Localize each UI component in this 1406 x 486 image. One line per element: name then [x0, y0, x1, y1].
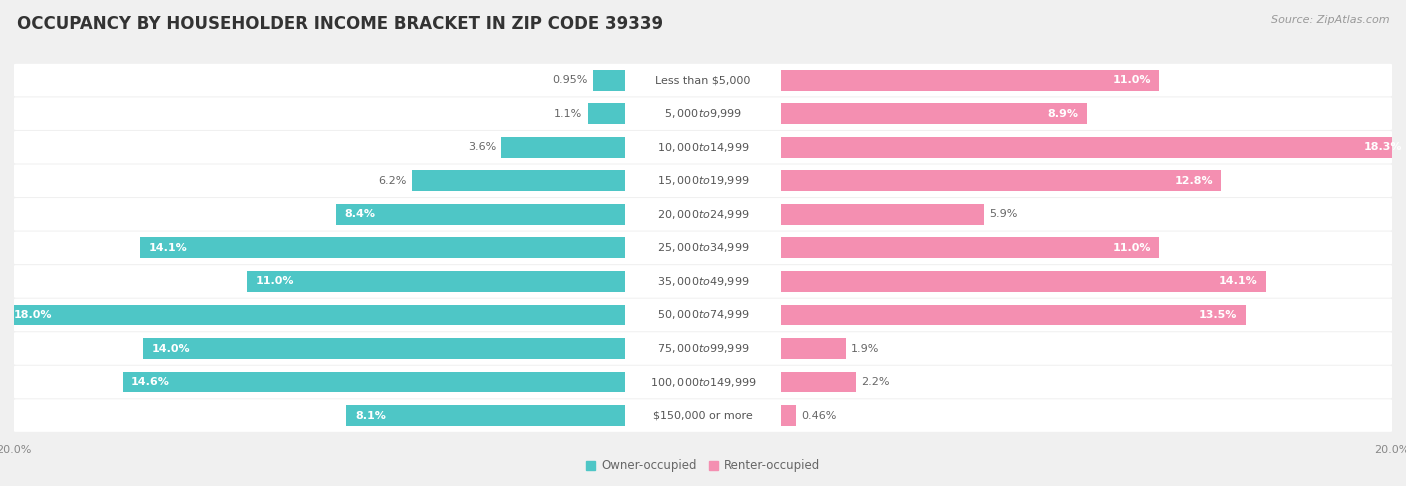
Bar — [780, 305, 1246, 325]
Text: $25,000 to $34,999: $25,000 to $34,999 — [657, 242, 749, 254]
Bar — [6, 305, 626, 325]
Text: 2.2%: 2.2% — [862, 377, 890, 387]
Text: 11.0%: 11.0% — [256, 277, 294, 286]
Text: 3.6%: 3.6% — [468, 142, 496, 152]
FancyBboxPatch shape — [13, 164, 1393, 197]
Bar — [346, 405, 626, 426]
Bar — [588, 103, 626, 124]
Text: 8.9%: 8.9% — [1047, 109, 1078, 119]
Text: 14.6%: 14.6% — [131, 377, 170, 387]
Bar — [780, 372, 856, 393]
Bar — [593, 69, 626, 90]
Text: $100,000 to $149,999: $100,000 to $149,999 — [650, 376, 756, 388]
Bar — [780, 171, 1222, 191]
Bar — [780, 69, 1160, 90]
Text: $15,000 to $19,999: $15,000 to $19,999 — [657, 174, 749, 187]
Text: Source: ZipAtlas.com: Source: ZipAtlas.com — [1271, 15, 1389, 25]
Text: $35,000 to $49,999: $35,000 to $49,999 — [657, 275, 749, 288]
Text: Less than $5,000: Less than $5,000 — [655, 75, 751, 85]
Text: 13.5%: 13.5% — [1198, 310, 1237, 320]
Bar — [143, 338, 626, 359]
FancyBboxPatch shape — [13, 97, 1393, 130]
FancyBboxPatch shape — [13, 64, 1393, 96]
Bar — [780, 204, 984, 225]
FancyBboxPatch shape — [13, 131, 1393, 163]
Text: OCCUPANCY BY HOUSEHOLDER INCOME BRACKET IN ZIP CODE 39339: OCCUPANCY BY HOUSEHOLDER INCOME BRACKET … — [17, 15, 664, 33]
Bar — [780, 338, 846, 359]
Bar — [412, 171, 626, 191]
Bar — [780, 271, 1267, 292]
Text: $150,000 or more: $150,000 or more — [654, 411, 752, 420]
Text: 14.1%: 14.1% — [1219, 277, 1257, 286]
FancyBboxPatch shape — [13, 399, 1393, 432]
Text: 11.0%: 11.0% — [1112, 243, 1152, 253]
Bar — [780, 137, 1406, 157]
Text: 18.0%: 18.0% — [14, 310, 52, 320]
FancyBboxPatch shape — [13, 198, 1393, 230]
Text: 5.9%: 5.9% — [988, 209, 1018, 219]
Text: $5,000 to $9,999: $5,000 to $9,999 — [664, 107, 742, 120]
Text: 1.1%: 1.1% — [554, 109, 582, 119]
Text: $75,000 to $99,999: $75,000 to $99,999 — [657, 342, 749, 355]
Bar — [780, 405, 796, 426]
FancyBboxPatch shape — [13, 265, 1393, 298]
Text: $50,000 to $74,999: $50,000 to $74,999 — [657, 309, 749, 321]
Text: 18.3%: 18.3% — [1364, 142, 1402, 152]
Text: 12.8%: 12.8% — [1174, 176, 1213, 186]
Bar — [336, 204, 626, 225]
Bar — [780, 103, 1087, 124]
FancyBboxPatch shape — [13, 366, 1393, 399]
FancyBboxPatch shape — [13, 232, 1393, 264]
Text: 8.4%: 8.4% — [344, 209, 375, 219]
Text: 1.9%: 1.9% — [851, 344, 880, 353]
Bar — [502, 137, 626, 157]
FancyBboxPatch shape — [13, 299, 1393, 331]
Text: 14.1%: 14.1% — [149, 243, 187, 253]
Text: $20,000 to $24,999: $20,000 to $24,999 — [657, 208, 749, 221]
Bar — [780, 238, 1160, 258]
Bar — [246, 271, 626, 292]
Text: $10,000 to $14,999: $10,000 to $14,999 — [657, 141, 749, 154]
Text: 11.0%: 11.0% — [1112, 75, 1152, 85]
FancyBboxPatch shape — [13, 332, 1393, 365]
Legend: Owner-occupied, Renter-occupied: Owner-occupied, Renter-occupied — [581, 454, 825, 477]
Text: 0.95%: 0.95% — [553, 75, 588, 85]
Bar — [122, 372, 626, 393]
Text: 14.0%: 14.0% — [152, 344, 190, 353]
Bar — [139, 238, 626, 258]
Text: 0.46%: 0.46% — [801, 411, 837, 420]
Text: 8.1%: 8.1% — [356, 411, 387, 420]
Text: 6.2%: 6.2% — [378, 176, 406, 186]
